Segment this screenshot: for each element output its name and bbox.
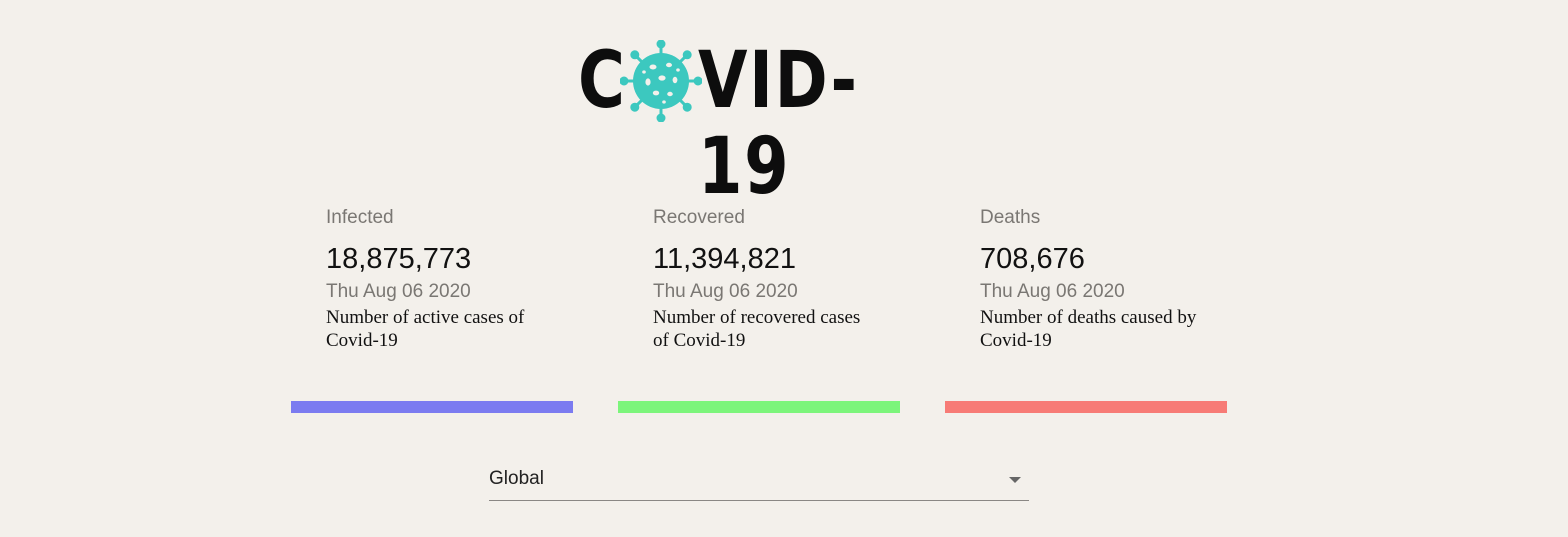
- card-date: Thu Aug 06 2020: [326, 281, 471, 302]
- card-value: 708,676: [980, 243, 1085, 275]
- recovered-card: Recovered 11,394,821 Thu Aug 06 2020 Num…: [618, 205, 900, 413]
- card-color-bar: [945, 401, 1227, 413]
- covid-19-logo: C: [576, 36, 944, 210]
- deaths-card: Deaths 708,676 Thu Aug 06 2020 Number of…: [945, 205, 1227, 413]
- card-description: Number of active cases of Covid-19: [326, 307, 525, 351]
- card-value: 18,875,773: [326, 243, 472, 275]
- infected-card: Infected 18,875,773 Thu Aug 06 2020 Numb…: [291, 205, 573, 413]
- logo-letters-vid-19: VID-19: [698, 36, 859, 212]
- card-value: 11,394,821: [653, 243, 796, 275]
- card-title: Deaths: [980, 207, 1041, 228]
- card-title: Infected: [326, 207, 394, 228]
- card-date: Thu Aug 06 2020: [653, 281, 798, 302]
- card-color-bar: [291, 401, 573, 413]
- card-title: Recovered: [653, 207, 745, 228]
- country-select-value[interactable]: Global: [489, 468, 544, 489]
- card-date: Thu Aug 06 2020: [980, 281, 1125, 302]
- logo-letter-c: C: [578, 36, 627, 126]
- card-description: Number of recovered cases of Covid-19: [653, 307, 861, 351]
- card-description: Number of deaths caused by Covid-19: [980, 307, 1197, 351]
- virus-icon: [620, 40, 702, 122]
- card-color-bar: [618, 401, 900, 413]
- country-select[interactable]: Global: [489, 460, 1029, 501]
- dropdown-arrow-icon[interactable]: [1009, 477, 1021, 483]
